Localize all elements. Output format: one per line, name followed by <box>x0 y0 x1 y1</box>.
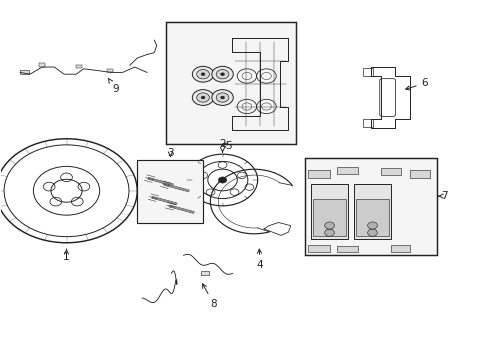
Text: 7: 7 <box>437 191 447 201</box>
Bar <box>336 246 357 252</box>
Bar <box>20 70 29 74</box>
Text: 4: 4 <box>256 249 263 270</box>
Text: 1: 1 <box>63 249 70 262</box>
Bar <box>362 119 372 127</box>
Bar <box>311 184 347 239</box>
Bar <box>305 158 436 255</box>
Bar <box>107 69 113 72</box>
Circle shape <box>216 93 228 102</box>
Bar <box>380 168 400 175</box>
Bar <box>355 199 388 235</box>
Text: 2: 2 <box>219 139 225 152</box>
Bar <box>166 22 295 144</box>
Bar <box>353 184 390 239</box>
Circle shape <box>324 222 334 229</box>
Circle shape <box>367 229 377 236</box>
Text: 5: 5 <box>222 140 231 150</box>
Text: 8: 8 <box>202 284 217 309</box>
Text: 9: 9 <box>108 78 119 94</box>
Bar <box>76 65 81 68</box>
Bar <box>137 160 203 223</box>
Bar <box>307 170 329 178</box>
Bar <box>362 68 372 76</box>
Bar <box>409 170 429 178</box>
Circle shape <box>220 73 224 76</box>
Circle shape <box>218 177 226 183</box>
Bar <box>200 271 209 275</box>
Bar <box>313 199 345 235</box>
Circle shape <box>196 93 209 102</box>
Bar <box>336 167 357 174</box>
Text: 6: 6 <box>405 78 427 90</box>
Circle shape <box>211 90 233 105</box>
Circle shape <box>196 69 209 79</box>
Bar <box>307 244 329 252</box>
Circle shape <box>192 90 213 105</box>
Circle shape <box>211 66 233 82</box>
Circle shape <box>201 96 204 99</box>
Bar <box>390 244 409 252</box>
Text: 3: 3 <box>167 148 173 158</box>
Circle shape <box>201 73 204 76</box>
Circle shape <box>367 222 377 229</box>
Circle shape <box>324 229 334 236</box>
Circle shape <box>216 69 228 79</box>
Bar <box>39 63 45 67</box>
Circle shape <box>192 66 213 82</box>
Circle shape <box>220 96 224 99</box>
